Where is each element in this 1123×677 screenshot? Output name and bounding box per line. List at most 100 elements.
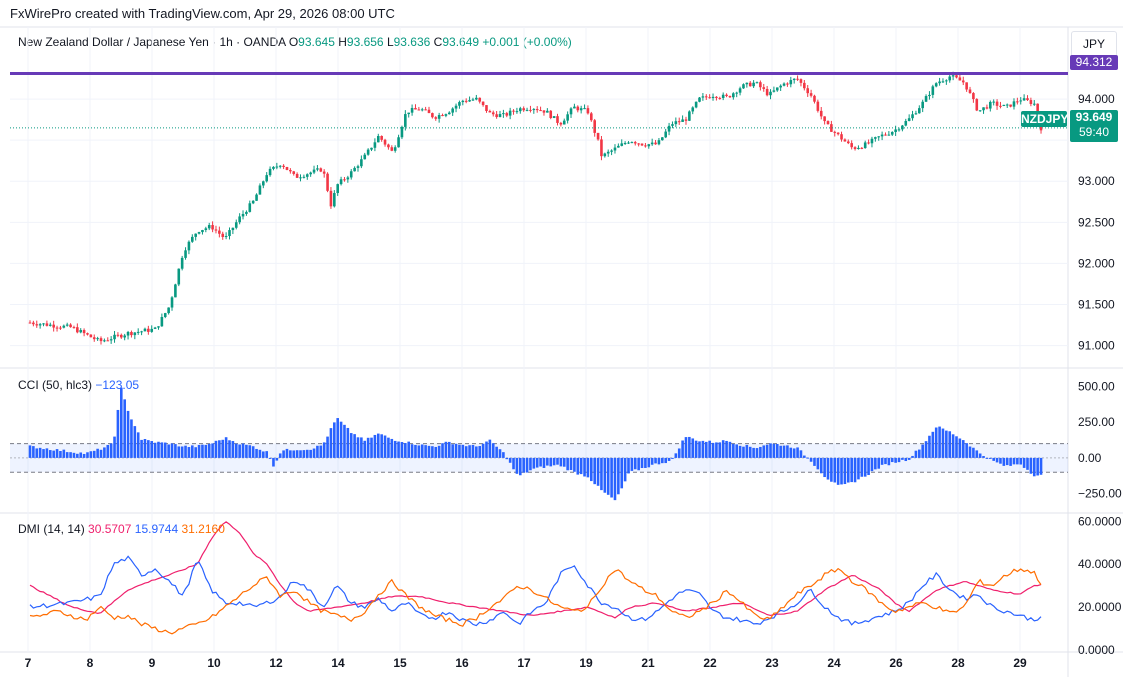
candle-body bbox=[880, 134, 884, 137]
cci-bar bbox=[874, 457, 877, 470]
cci-bar bbox=[502, 452, 505, 458]
candle-body bbox=[82, 330, 86, 334]
cci-bar bbox=[400, 442, 404, 458]
cci-bar bbox=[363, 440, 367, 458]
candle-body bbox=[928, 94, 931, 97]
candle-body bbox=[265, 175, 268, 182]
close-value: 93.649 bbox=[442, 35, 480, 49]
cci-bar bbox=[921, 444, 924, 458]
candle-body bbox=[495, 114, 498, 118]
candle-body bbox=[573, 106, 576, 109]
candle-body bbox=[420, 109, 424, 111]
candle-body bbox=[836, 132, 840, 135]
dmi-legend[interactable]: DMI (14, 14) 30.5707 15.9744 31.2160 bbox=[18, 522, 225, 536]
cci-bar bbox=[529, 457, 532, 471]
candle-body bbox=[1026, 98, 1029, 101]
candle-body bbox=[803, 82, 806, 89]
cci-bar bbox=[329, 428, 333, 458]
cci-bar bbox=[688, 436, 691, 458]
cci-bar bbox=[143, 439, 147, 458]
candle-body bbox=[945, 80, 948, 82]
cci-bar bbox=[782, 445, 786, 458]
candle-body bbox=[106, 340, 110, 342]
candle-body bbox=[380, 136, 383, 140]
cci-bar bbox=[654, 457, 657, 464]
x-tick-label: 24 bbox=[827, 656, 841, 670]
cci-bar bbox=[816, 457, 820, 470]
symbol-legend[interactable]: New Zealand Dollar / Japanese Yen · 1h ·… bbox=[18, 35, 572, 49]
cci-bar bbox=[691, 438, 695, 458]
cci-bar bbox=[278, 453, 282, 458]
cci-bar bbox=[106, 444, 110, 458]
candle-body bbox=[992, 101, 995, 103]
ticker-tag: NZDJPY bbox=[1021, 111, 1069, 127]
cci-bar bbox=[779, 445, 782, 458]
cci-bar bbox=[109, 443, 113, 458]
candle-body bbox=[542, 110, 546, 113]
candle-body bbox=[417, 109, 421, 111]
candle-body bbox=[600, 139, 603, 157]
candle-body bbox=[130, 332, 133, 336]
cci-bar bbox=[826, 457, 830, 480]
candle-body bbox=[126, 332, 130, 336]
candle-body bbox=[1019, 100, 1023, 102]
candle-body bbox=[779, 85, 782, 88]
cci-bar bbox=[566, 457, 569, 471]
candle-body bbox=[218, 230, 221, 234]
cci-bar bbox=[863, 457, 867, 477]
candle-body bbox=[765, 88, 769, 96]
cci-bar bbox=[272, 457, 275, 467]
cci-legend[interactable]: CCI (50, hlc3) −123.05 bbox=[18, 378, 139, 392]
cci-bar bbox=[850, 457, 853, 483]
cci-bar bbox=[775, 444, 779, 458]
price-tick-label: 94.000 bbox=[1078, 92, 1115, 106]
candle-body bbox=[1012, 101, 1016, 107]
cci-bar bbox=[637, 457, 640, 471]
candle-body bbox=[789, 80, 793, 85]
cci-bar bbox=[59, 451, 62, 458]
candle-body bbox=[863, 142, 867, 149]
candle-body bbox=[576, 106, 580, 111]
cci-bar bbox=[928, 435, 931, 458]
cci-bar bbox=[823, 457, 826, 478]
cci-bar bbox=[573, 457, 576, 472]
cci-bar bbox=[451, 444, 454, 458]
cci-bar bbox=[491, 443, 495, 458]
cci-bar bbox=[586, 457, 590, 478]
candle-body bbox=[498, 114, 502, 118]
cci-bar bbox=[89, 451, 93, 458]
candle-body bbox=[890, 132, 894, 135]
candle-body bbox=[715, 96, 718, 98]
candle-body bbox=[562, 120, 566, 125]
candle-body bbox=[671, 124, 674, 126]
cci-bar bbox=[234, 443, 238, 458]
cci-bar bbox=[799, 450, 803, 458]
cci-bar bbox=[789, 447, 793, 458]
cci-bar bbox=[552, 457, 556, 466]
candle-body bbox=[772, 90, 776, 92]
candle-body bbox=[698, 97, 701, 102]
cci-bar bbox=[265, 451, 268, 458]
cci-bar bbox=[664, 457, 667, 464]
cci-bar bbox=[620, 457, 624, 489]
candle-body bbox=[938, 81, 941, 84]
cci-bar bbox=[458, 444, 461, 458]
price-tick-label: 93.000 bbox=[1078, 174, 1115, 188]
cci-bar bbox=[123, 399, 126, 458]
cci-bar bbox=[268, 457, 272, 459]
cci-bar bbox=[833, 457, 837, 483]
cci-bar bbox=[546, 457, 549, 466]
candle-body bbox=[32, 322, 35, 325]
cci-bar bbox=[593, 457, 596, 485]
cci-bar bbox=[410, 444, 414, 458]
candle-body bbox=[546, 110, 549, 113]
chart-credit: FxWirePro created with TradingView.com, … bbox=[10, 6, 395, 21]
cci-bar bbox=[792, 448, 796, 458]
currency-button[interactable]: JPY bbox=[1071, 31, 1117, 57]
candle-body bbox=[481, 101, 485, 106]
cci-bar bbox=[309, 449, 312, 458]
dmi-series-line bbox=[29, 567, 1042, 635]
cci-bar bbox=[667, 457, 671, 461]
cci-bar bbox=[461, 444, 465, 458]
